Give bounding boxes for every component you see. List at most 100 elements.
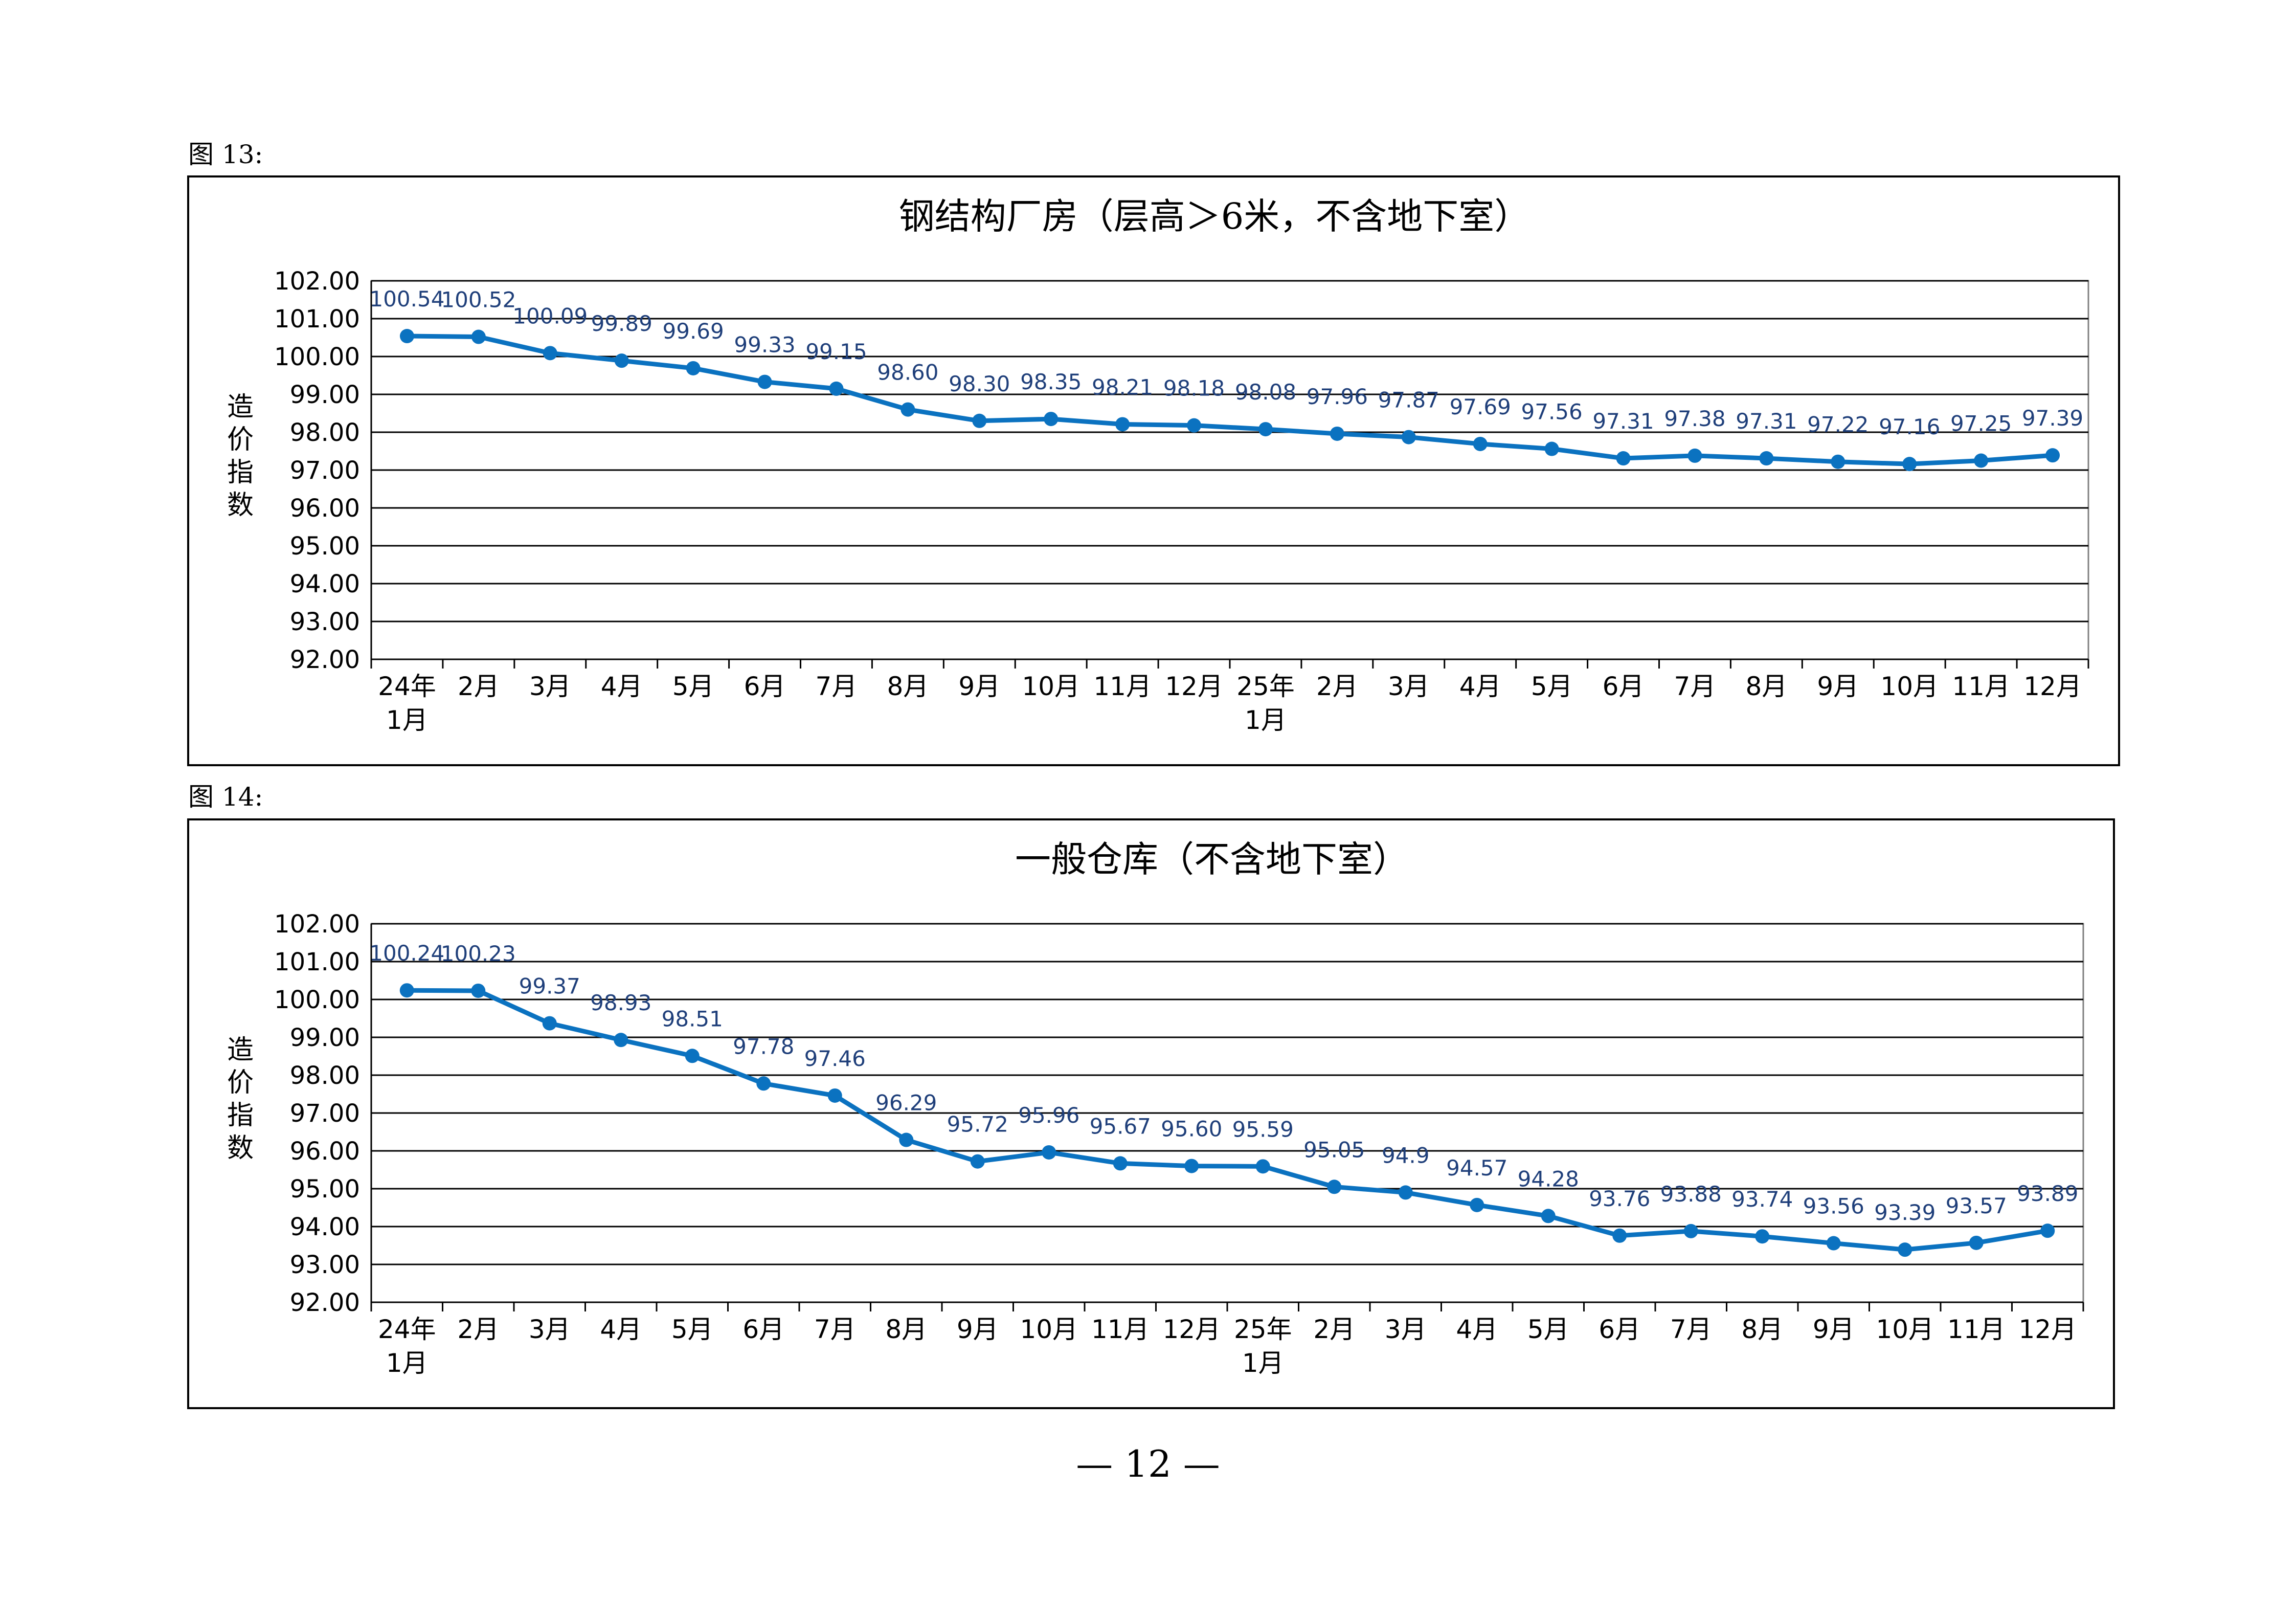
chart-13-data-point (1902, 457, 1917, 472)
chart-13-data-point (1974, 453, 1989, 468)
page-number: — 12 — (1076, 1442, 1220, 1485)
chart-14-data-point (685, 1049, 700, 1063)
chart-13-data-label: 98.18 (1163, 376, 1225, 401)
chart-13-data-point (1473, 436, 1488, 451)
chart-14-data-label: 95.59 (1232, 1117, 1294, 1142)
chart-13-x-tick-label: 11月 (1093, 672, 1152, 701)
chart-13-x-tick-label: 6月 (744, 672, 786, 701)
chart-14-x-tick-label: 7月 (814, 1315, 856, 1344)
chart-14-y-tick-label: 92.00 (290, 1288, 360, 1317)
chart-13-data-point (614, 353, 629, 368)
chart-13-y-tick-label: 98.00 (290, 418, 360, 447)
chart-14-y-axis-label: 造价指数 (227, 1035, 254, 1164)
chart-13-data-point (1401, 430, 1416, 444)
chart-14-data-point (1898, 1242, 1912, 1257)
chart-13-x-tick-label: 9月 (958, 672, 1000, 701)
chart-14-y-tick-label: 96.00 (290, 1137, 360, 1166)
chart-14-data-point (471, 983, 486, 998)
figure-13-label: 图 13: (188, 140, 263, 169)
chart-13-title: 钢结构厂房（层高＞6米，不含地下室） (899, 195, 1530, 237)
chart-13-data-label: 97.22 (1807, 412, 1869, 437)
chart-14-title: 一般仓库（不含地下室） (1015, 838, 1409, 880)
chart-13-y-tick-label: 92.00 (290, 646, 360, 674)
chart-14-data-point (970, 1154, 985, 1169)
chart-13-x-tick-label: 12月 (2023, 672, 2082, 701)
chart-13-y-tick-label: 96.00 (290, 494, 360, 523)
chart-13-y-tick-label: 95.00 (290, 532, 360, 561)
chart-13-data-point (1759, 451, 1774, 466)
chart-13-x-tick-label: 9月 (1817, 672, 1859, 701)
chart-14-series-line (407, 988, 2049, 1252)
chart-13-data-label: 97.16 (1879, 414, 1940, 439)
chart-warehouse-svg: 一般仓库（不含地下室） 92.00 93.00 94.00 95.00 96.00 97.0… (227, 838, 2084, 1378)
chart-14-data-point (1042, 1145, 1056, 1160)
chart-14-y-tick-label: 93.00 (290, 1251, 360, 1279)
chart-13-data-label: 99.89 (591, 311, 652, 336)
chart-14-data-point (899, 1132, 914, 1147)
chart-13-y-tick-label: 93.00 (290, 608, 360, 636)
chart-14-x-tick-label: 25年 1月 (1234, 1315, 1292, 1378)
chart-14-data-point (1184, 1159, 1199, 1173)
chart-14-data-label: 93.74 (1731, 1187, 1793, 1212)
chart-14-data-label: 95.05 (1303, 1137, 1365, 1162)
chart-14-x-tick-label: 4月 (600, 1315, 642, 1344)
chart-14-data-point (1327, 1180, 1342, 1194)
chart-13-data-point (2045, 448, 2060, 463)
chart-steel-plant-svg: 钢结构厂房（层高＞6米，不含地下室） 92.00 93.00 94.00 95.00 96… (227, 195, 2089, 735)
chart-14-y-tick-label: 97.00 (290, 1099, 360, 1128)
chart-13-data-point (1687, 448, 1702, 463)
figure-14-label: 图 14: (188, 782, 263, 812)
chart-13-x-tick-label: 6月 (1603, 672, 1645, 701)
chart-14-y-tick-label: 94.00 (290, 1213, 360, 1241)
chart-13-data-label: 97.69 (1450, 394, 1511, 419)
chart-13-data-label: 97.31 (1736, 409, 1797, 434)
chart-14-data-label: 97.46 (804, 1046, 866, 1071)
chart-13-data-point (399, 329, 414, 344)
chart-13-data-label: 100.52 (441, 287, 516, 313)
chart-13-data-label: 97.38 (1664, 406, 1725, 431)
chart-13-data-point (829, 381, 844, 396)
chart-14-x-tick-label: 2月 (1313, 1315, 1355, 1344)
chart-13-data-point (1831, 454, 1845, 469)
chart-13-x-tick-label: 4月 (1459, 672, 1501, 701)
chart-13-x-tick-label: 7月 (816, 672, 858, 701)
chart-13-data-point (686, 361, 701, 375)
chart-13-data-label: 100.09 (512, 303, 588, 328)
chart-14-x-tick-label: 11月 (1091, 1315, 1150, 1344)
chart-14-data-label: 96.29 (875, 1091, 937, 1116)
chart-14-data-point (399, 983, 414, 998)
chart-14-data-point (2040, 1223, 2055, 1238)
chart-14-x-tick-label: 5月 (1527, 1315, 1569, 1344)
chart-14-x-tick-label: 11月 (1947, 1315, 2006, 1344)
chart-14-data-label: 97.78 (733, 1034, 794, 1059)
chart-14-data-label: 95.60 (1161, 1117, 1222, 1142)
chart-13-data-label: 97.87 (1378, 388, 1439, 413)
chart-13-x-tick-label: 8月 (1745, 672, 1787, 701)
chart-13-x-tick-label: 2月 (458, 672, 500, 701)
chart-13-y-tick-label: 102.00 (274, 267, 360, 296)
chart-13-data-label: 97.39 (2022, 406, 2083, 431)
chart-13-data-point (1258, 422, 1273, 437)
chart-14-y-tick-label: 101.00 (274, 948, 360, 976)
chart-14-y-tick-label: 99.00 (290, 1024, 360, 1052)
chart-14-data-label: 95.67 (1090, 1114, 1151, 1139)
chart-14-x-tick-label: 4月 (1456, 1315, 1498, 1344)
chart-14-data-label: 94.57 (1446, 1155, 1507, 1181)
chart-14-y-tick-label: 100.00 (274, 986, 360, 1014)
chart-14-data-label: 95.72 (947, 1112, 1008, 1137)
chart-13-y-tick-label: 101.00 (274, 305, 360, 333)
chart-14-data-point (1541, 1209, 1556, 1223)
chart-14-data-label: 93.56 (1803, 1194, 1864, 1219)
chart-13-data-label: 99.33 (734, 332, 795, 358)
chart-14-x-tick-label: 3月 (529, 1315, 571, 1344)
chart-14-data-point (1969, 1235, 1984, 1250)
chart-14-data-point (1255, 1159, 1270, 1174)
chart-13-data-point (543, 346, 557, 361)
chart-14-data-point (1113, 1156, 1128, 1171)
chart-14-x-tick-label: 6月 (1599, 1315, 1640, 1344)
chart-14-data-point (827, 1088, 842, 1103)
chart-13-data-point (1330, 426, 1344, 441)
chart-13-x-tick-label: 10月 (1022, 672, 1080, 701)
chart-14-data-label: 100.24 (369, 941, 444, 966)
chart-13-data-point (1187, 418, 1202, 433)
